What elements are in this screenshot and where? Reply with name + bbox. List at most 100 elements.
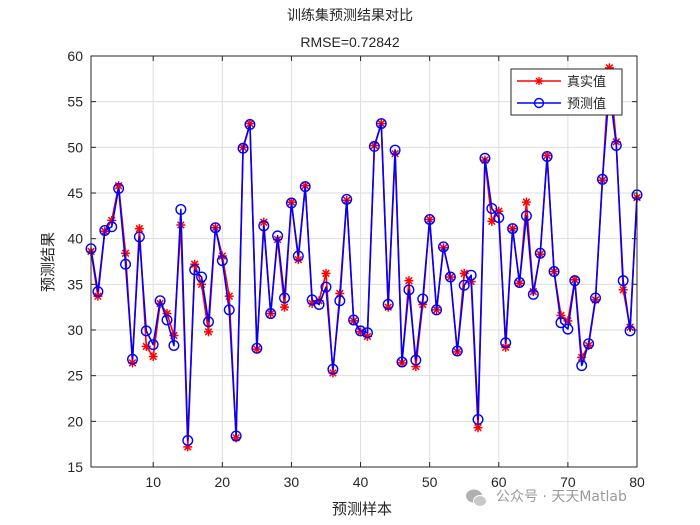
data-point [120, 258, 132, 270]
data-point [458, 279, 470, 291]
watermark-text: 公众号 · 天天Matlab [496, 489, 627, 505]
x-tick-label: 40 [353, 474, 369, 490]
data-point [348, 314, 360, 326]
data-point [202, 316, 214, 328]
legend-entry-real: 真实值 [517, 74, 606, 90]
series-layer [85, 63, 643, 452]
data-point [404, 276, 414, 286]
data-point [237, 142, 249, 154]
data-point [437, 241, 449, 253]
data-point [465, 269, 477, 281]
x-tick-label: 10 [145, 474, 161, 490]
data-point [444, 271, 456, 283]
data-point [244, 118, 256, 130]
data-point [321, 268, 331, 278]
data-point [161, 314, 173, 326]
data-point [320, 281, 332, 293]
data-point [92, 286, 104, 298]
y-tick-label: 40 [67, 231, 83, 247]
legend-box [510, 68, 623, 116]
chart-title: 训练集预测结果对比 [287, 7, 413, 24]
x-tick-label: 60 [491, 474, 507, 490]
data-point [624, 325, 636, 337]
y-tick-label: 35 [67, 276, 83, 292]
data-point [521, 197, 531, 207]
data-point [596, 173, 608, 185]
legend-marker-real [535, 77, 543, 85]
legend-label-predicted: 预测值 [567, 96, 606, 112]
data-point [334, 295, 346, 307]
data-point [99, 224, 111, 236]
data-point [479, 152, 491, 164]
data-point [140, 325, 152, 337]
legend-entry-predicted: 预测值 [517, 96, 606, 112]
y-tick-label: 45 [67, 185, 83, 201]
data-point [410, 354, 422, 366]
data-point [216, 255, 228, 267]
data-point [389, 144, 401, 156]
chart-subtitle: RMSE=0.72842 [300, 34, 399, 50]
data-point [417, 293, 429, 305]
x-tick-label: 50 [422, 474, 438, 490]
data-point [562, 323, 574, 335]
data-point [189, 264, 201, 276]
data-point [292, 250, 304, 262]
data-point [341, 193, 353, 205]
data-point [148, 351, 158, 361]
data-point [583, 338, 595, 350]
data-point [230, 430, 242, 442]
data-point [520, 210, 532, 222]
data-point [396, 356, 408, 368]
data-point [534, 247, 546, 259]
x-tick-label: 70 [560, 474, 576, 490]
data-point [280, 302, 290, 312]
data-point [473, 423, 483, 433]
data-point [272, 230, 284, 242]
data-point [259, 217, 269, 227]
data-point [424, 213, 436, 225]
y-tick-label: 50 [67, 139, 83, 155]
data-point [527, 288, 539, 300]
data-point [126, 353, 138, 365]
data-point [618, 285, 628, 295]
data-point [251, 342, 263, 354]
data-point [265, 308, 277, 320]
x-tick-label: 30 [284, 474, 300, 490]
data-point [168, 340, 180, 352]
wechat-icon [466, 489, 487, 507]
data-point [397, 358, 407, 368]
data-point [576, 360, 588, 372]
data-point [182, 435, 194, 447]
legend: 真实值 预测值 [510, 68, 623, 116]
data-point [133, 231, 145, 243]
data-point [355, 325, 367, 337]
x-axis-label: 预测样本 [332, 500, 392, 518]
y-tick-label: 60 [67, 48, 83, 64]
data-point [541, 150, 553, 162]
data-point [299, 181, 311, 193]
data-point [403, 284, 415, 296]
legend-label-real: 真实值 [567, 74, 606, 90]
data-point [209, 222, 221, 234]
data-point [361, 327, 373, 339]
plot-frame [90, 55, 638, 468]
x-tick-label: 20 [215, 474, 231, 490]
data-point [327, 363, 339, 375]
x-tick-label: 80 [629, 474, 645, 490]
legend-marker-predicted [533, 97, 545, 109]
data-point [279, 292, 291, 304]
data-point [203, 327, 213, 337]
data-point [493, 212, 505, 224]
y-tick-label: 15 [67, 459, 83, 475]
data-point [121, 248, 131, 258]
data-point [313, 298, 325, 310]
y-axis-label: 预测结果 [39, 232, 57, 292]
data-point [569, 275, 581, 287]
data-point [175, 203, 187, 215]
series-line [90, 87, 638, 442]
data-point [548, 266, 560, 278]
data-point [555, 317, 567, 329]
data-point [147, 339, 159, 351]
data-point [223, 304, 235, 316]
y-tick-label: 55 [67, 94, 83, 110]
